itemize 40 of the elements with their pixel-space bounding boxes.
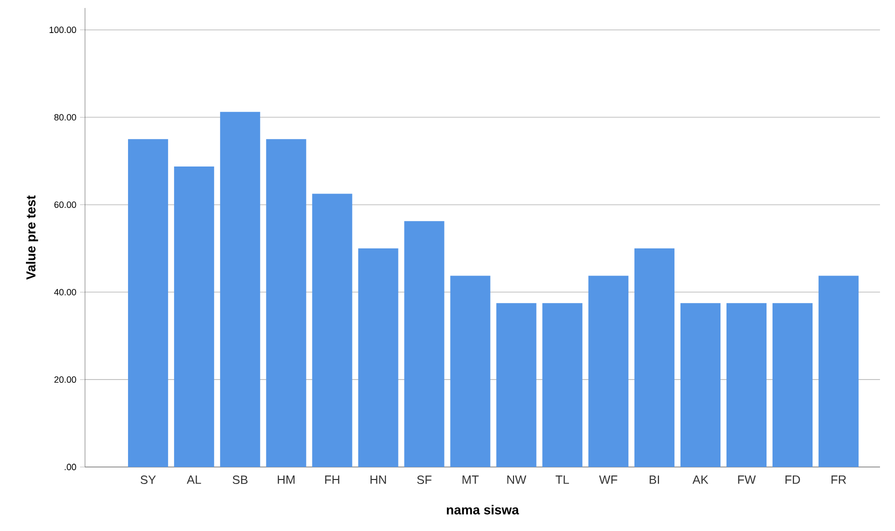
bar — [680, 303, 720, 467]
bar — [542, 303, 582, 467]
y-tick-label: 40.00 — [54, 288, 76, 296]
x-tick-label: FH — [325, 476, 340, 484]
x-tick-label: MT — [462, 476, 479, 484]
x-axis-title: nama siswa — [446, 504, 520, 514]
y-tick-label: 20.00 — [54, 376, 76, 383]
x-tick-label: TL — [556, 476, 569, 484]
bar — [404, 221, 444, 467]
x-tick-label: HN — [370, 476, 386, 484]
bar — [220, 112, 260, 467]
y-tick-label: 100.00 — [50, 26, 76, 34]
bar — [634, 248, 674, 467]
bar — [818, 276, 859, 467]
y-tick-label: 80.00 — [54, 114, 76, 120]
y-tick-label: .00 — [64, 464, 76, 470]
bar — [772, 303, 813, 467]
y-axis-title: Value pre test — [26, 195, 38, 280]
x-tick-label: WF — [599, 476, 618, 484]
bar — [450, 276, 490, 467]
x-tick-label: FR — [832, 476, 846, 484]
x-tick-label: FD — [786, 476, 800, 484]
x-tick-label: AL — [186, 476, 202, 484]
bar — [496, 303, 536, 467]
x-tick-label: AK — [692, 476, 708, 484]
bar — [588, 276, 628, 467]
bar — [726, 303, 767, 467]
bar — [266, 139, 306, 467]
y-tick-label: 60.00 — [54, 202, 76, 208]
x-tick-label: BI — [650, 476, 659, 484]
x-tick-label: SY — [140, 476, 156, 484]
bar — [312, 194, 352, 467]
x-tick-label: SF — [417, 476, 432, 484]
bar — [358, 248, 398, 467]
x-tick-label: HM — [278, 476, 295, 484]
x-tick-label: SB — [232, 476, 248, 484]
x-tick-label: NW — [507, 476, 526, 484]
bar — [174, 166, 214, 467]
x-tick-label: FW — [738, 476, 756, 484]
bar — [128, 139, 168, 467]
